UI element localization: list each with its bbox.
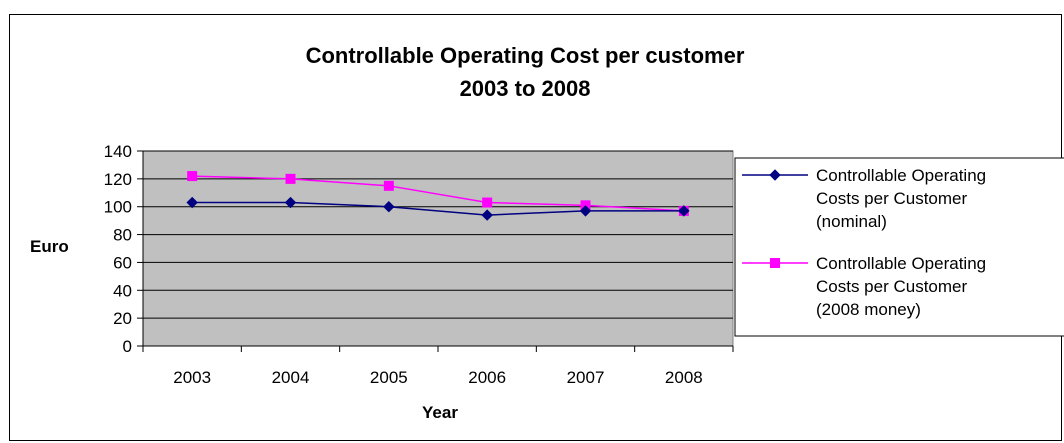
- data-point: [482, 197, 493, 208]
- legend-label: (2008 money): [816, 300, 921, 319]
- legend-entry-1: Controllable Operating Costs per Customer…: [742, 166, 986, 231]
- y-tick-label: 100: [104, 198, 132, 217]
- data-point: [383, 201, 395, 213]
- x-tick-label: 2004: [272, 368, 310, 387]
- data-point: [284, 196, 297, 209]
- legend-marker: [770, 258, 780, 268]
- series-line: [192, 175, 684, 212]
- x-tick-label: 2005: [370, 368, 408, 387]
- legend-entry-2: Controllable Operating Costs per Customer…: [742, 254, 986, 319]
- legend-marker: [769, 169, 781, 181]
- legend-label: Controllable Operating: [816, 254, 986, 273]
- data-point: [579, 205, 592, 217]
- y-tick-label: 0: [123, 337, 132, 356]
- y-tick-label: 140: [104, 142, 132, 161]
- legend-box: [734, 157, 1064, 337]
- data-point: [285, 173, 296, 184]
- legend-label: Controllable Operating: [816, 166, 986, 185]
- x-axis-title: Year: [422, 403, 458, 422]
- data-point: [678, 205, 690, 217]
- series-line: [192, 201, 684, 216]
- data-point: [481, 209, 493, 221]
- chart-title-line-2: 2003 to 2008: [460, 76, 591, 101]
- chart-title: Controllable Operating Cost per customer…: [306, 43, 745, 101]
- x-tick-label: 2003: [173, 368, 211, 387]
- legend: Controllable Operating Costs per Customer…: [734, 157, 1064, 337]
- data-point: [186, 196, 198, 209]
- legend-label: Costs per Customer: [816, 189, 967, 208]
- legend-label: (nominal): [816, 212, 887, 231]
- x-tick-label: 2006: [468, 368, 506, 387]
- legend-label: Costs per Customer: [816, 277, 967, 296]
- chart-title-line-1: Controllable Operating Cost per customer: [306, 43, 745, 68]
- gridlines: [143, 150, 733, 319]
- y-axis-title: Euro: [30, 237, 69, 256]
- y-tick-label: 80: [113, 226, 132, 245]
- data-point: [187, 171, 198, 182]
- y-tick-label: 120: [104, 170, 132, 189]
- x-tick-label: 2008: [665, 368, 703, 387]
- series-1: [186, 196, 690, 221]
- y-tick-label: 40: [113, 281, 132, 300]
- x-tick-label: 2007: [567, 368, 605, 387]
- y-axis-ticks: 0 20 40 60 80 100 120 140: [104, 142, 143, 356]
- x-axis-ticks: 2003 2004 2005 2006 2007 2008: [142, 346, 734, 387]
- plot-area: [142, 150, 734, 347]
- data-point: [383, 180, 394, 191]
- y-tick-label: 60: [113, 253, 132, 272]
- series-group: [186, 171, 690, 221]
- y-tick-label: 20: [113, 309, 132, 328]
